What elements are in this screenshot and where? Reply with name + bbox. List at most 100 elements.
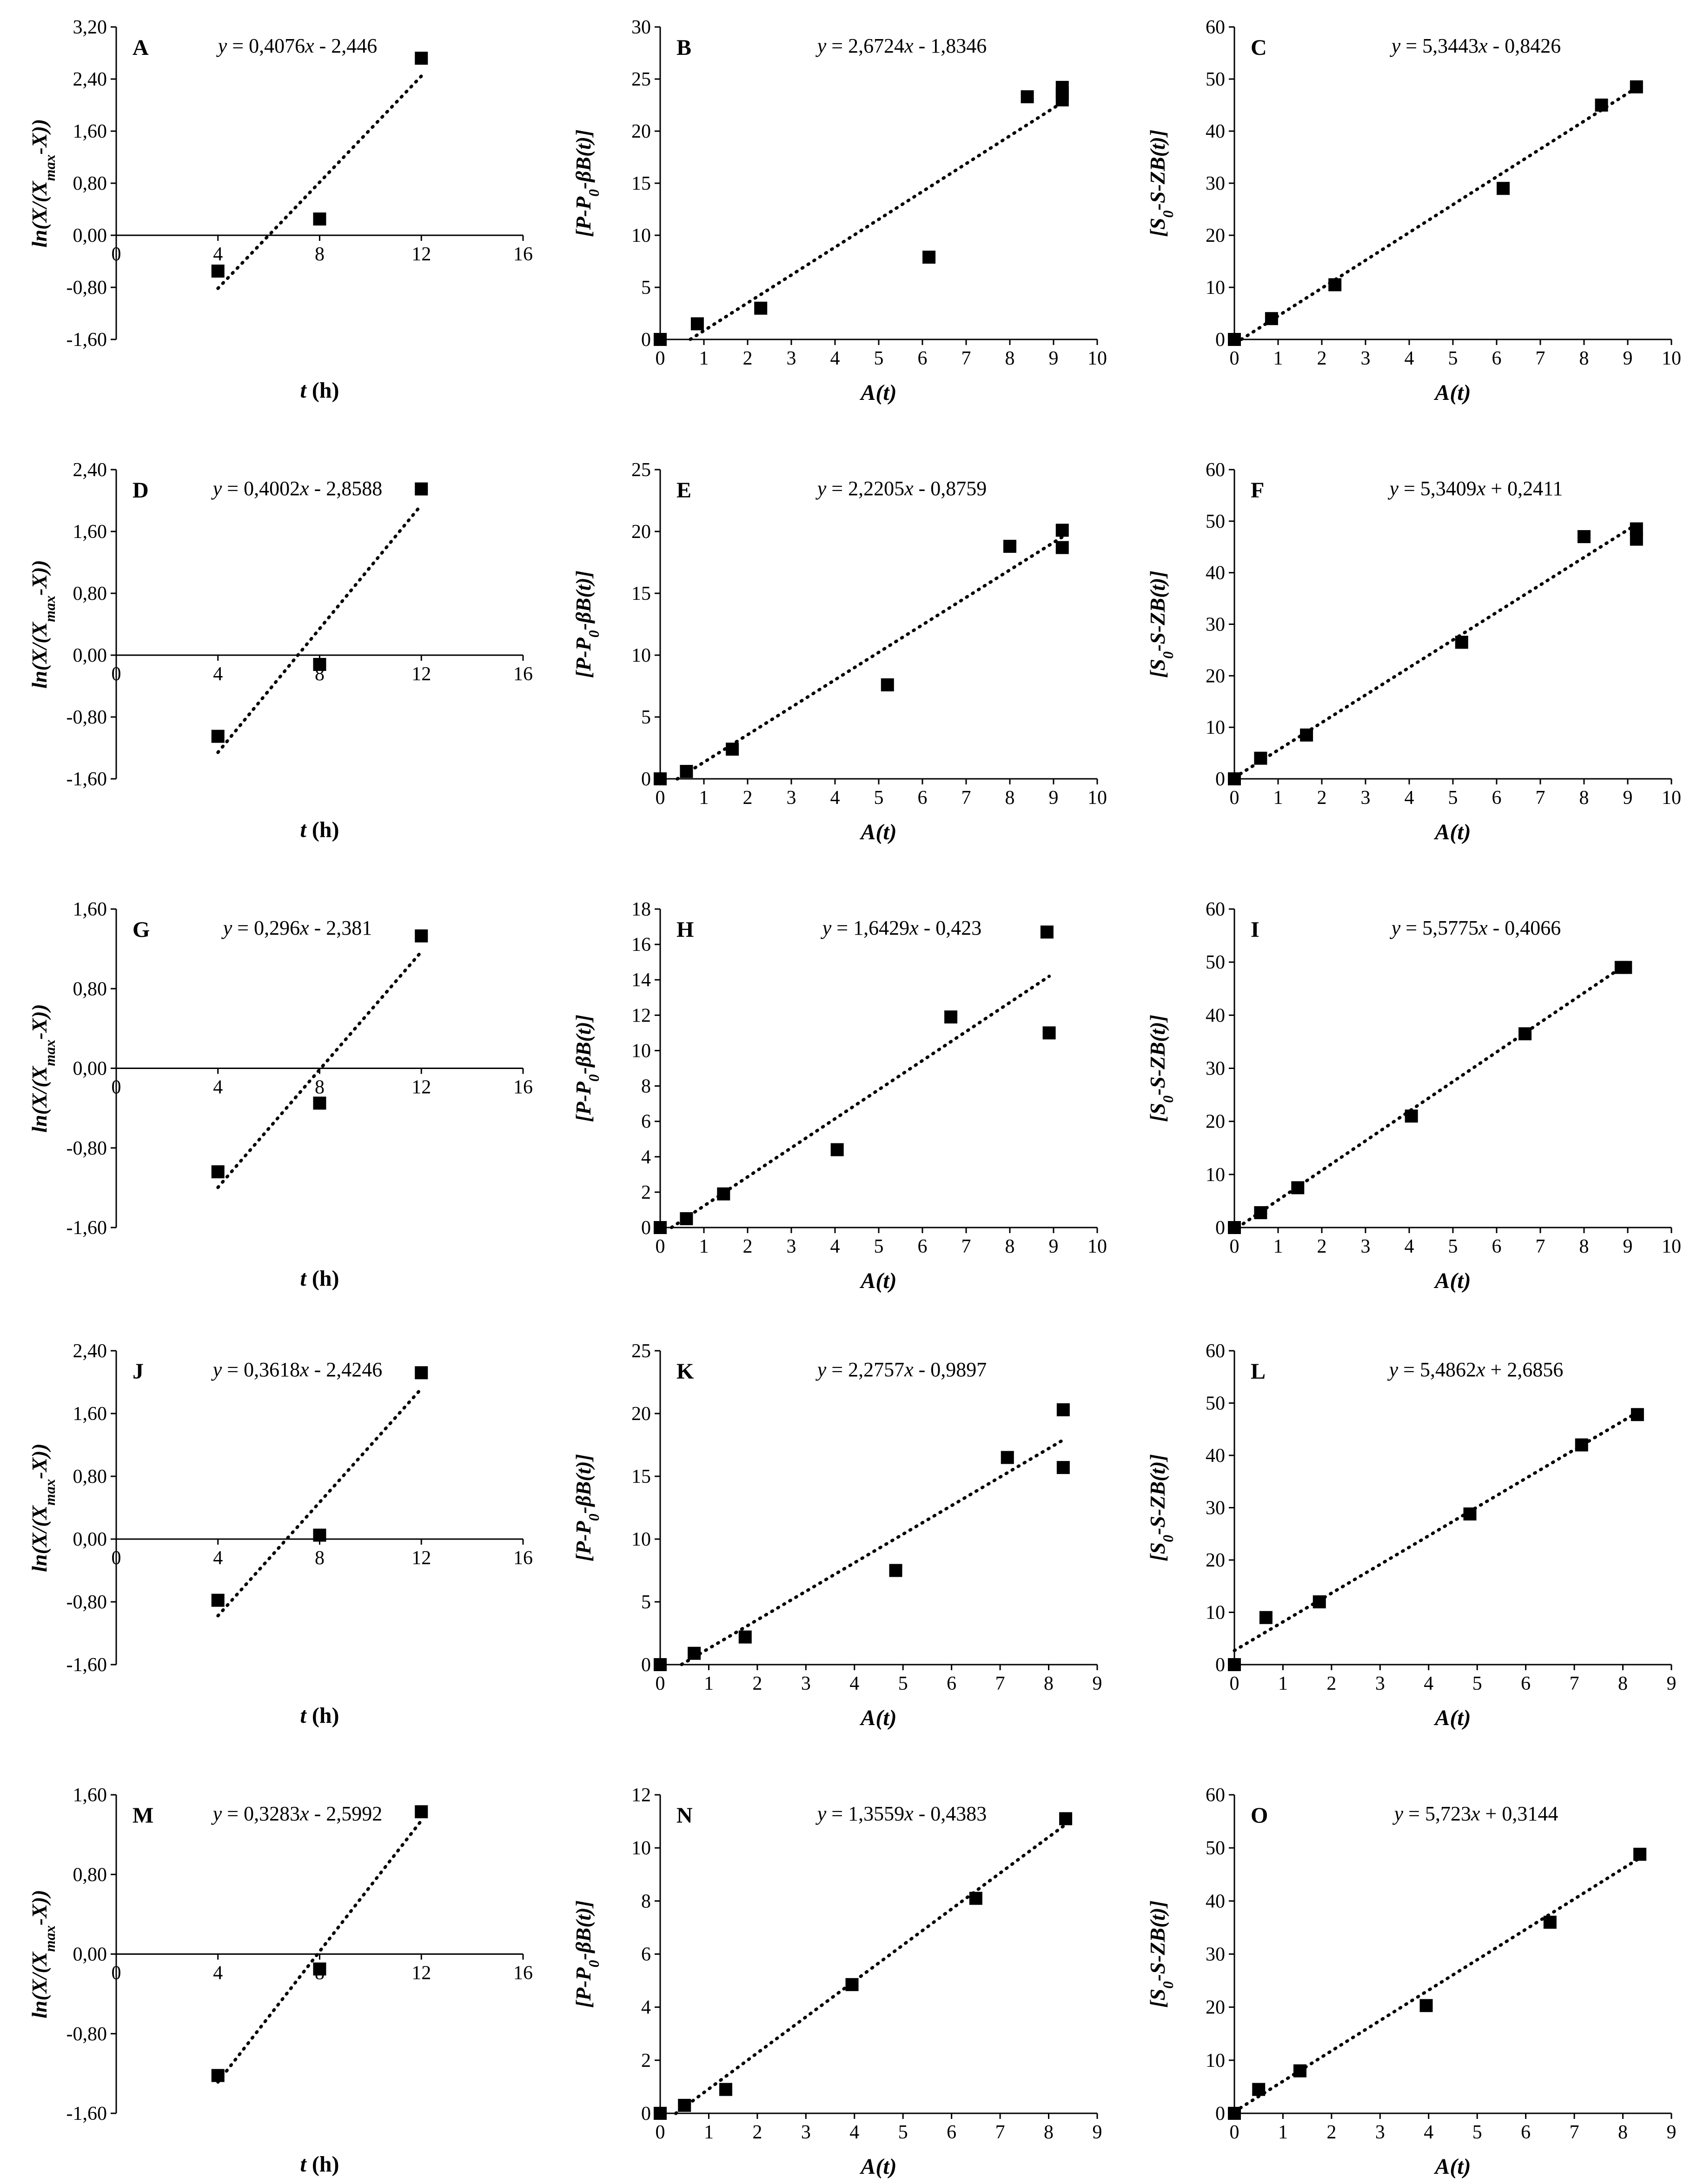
panel-letter: G	[133, 917, 150, 942]
y-tick-label: 10	[1206, 717, 1225, 738]
data-point	[1419, 1999, 1433, 2012]
data-point	[944, 1010, 958, 1024]
x-axis-title: t (h)	[300, 1703, 339, 1728]
data-point	[1056, 1461, 1070, 1474]
y-tick-label: 20	[1206, 665, 1225, 687]
y-tick-label: 60	[1206, 1785, 1225, 1806]
x-axis-title: A(t)	[859, 1268, 896, 1293]
x-tick-label: 10	[1662, 1236, 1681, 1257]
data-point	[1228, 1658, 1241, 1671]
trendline-equation: y = 2,2205x - 0,8759	[815, 477, 987, 500]
data-point	[845, 1978, 859, 1991]
x-tick-label: 5	[874, 1236, 884, 1257]
data-point	[881, 678, 894, 691]
y-tick-label: 5	[641, 707, 651, 728]
y-tick-label: 6	[641, 1944, 651, 1965]
data-point	[1228, 333, 1241, 346]
x-tick-label: 8	[315, 244, 325, 265]
x-tick-label: 7	[961, 348, 971, 369]
trendline	[1233, 1856, 1642, 2113]
y-tick-label: 15	[631, 1466, 651, 1487]
data-point	[1630, 80, 1643, 93]
x-tick-label: 4	[849, 1673, 859, 1694]
x-tick-label: 12	[411, 1077, 431, 1098]
data-point	[415, 52, 428, 65]
data-point	[1055, 524, 1069, 537]
data-point	[1254, 1206, 1267, 1220]
x-tick-label: 0	[656, 348, 665, 369]
x-tick-label: 9	[1049, 1236, 1059, 1257]
data-point	[1575, 1438, 1588, 1452]
y-tick-label: 20	[1206, 1550, 1225, 1571]
y-tick-label: 12	[631, 1005, 651, 1026]
data-point	[754, 301, 768, 315]
x-tick-label: 8	[315, 1077, 325, 1098]
x-tick-label: 12	[411, 1547, 431, 1569]
y-tick-label: 0,80	[73, 978, 107, 1000]
y-tick-label: 60	[1206, 459, 1225, 481]
y-tick-label: 50	[1206, 1393, 1225, 1414]
x-tick-label: 3	[787, 348, 796, 369]
trendline-equation: y = 1,3559x - 0,4383	[815, 1802, 987, 1825]
data-point	[726, 743, 739, 756]
trendline-equation: y = 0,3283x - 2,5992	[211, 1802, 383, 1825]
x-tick-label: 16	[513, 244, 533, 265]
x-tick-label: 6	[947, 2122, 956, 2143]
x-tick-label: 0	[1230, 348, 1240, 369]
x-axis-title: A(t)	[1433, 1706, 1471, 1730]
x-tick-label: 4	[830, 1236, 840, 1257]
y-tick-label: 20	[631, 1403, 651, 1425]
data-point	[313, 1962, 326, 1976]
x-tick-label: 10	[1087, 1236, 1107, 1257]
y-tick-label: 10	[1206, 277, 1225, 299]
panel-letter: M	[133, 1803, 153, 1828]
trendline	[216, 74, 423, 290]
trendline	[216, 503, 423, 754]
x-tick-label: 5	[898, 1673, 908, 1694]
y-tick-label: 10	[631, 1040, 651, 1062]
x-tick-label: 1	[1273, 1236, 1283, 1257]
panel-letter: D	[133, 478, 149, 503]
panel-g: 1,60 0,80 0,00 -0,80 -1,60 0 4 8 12 16 G y = 0,296x…	[27, 899, 533, 1291]
y-tick-label: 25	[631, 69, 651, 90]
trendline	[674, 1823, 1067, 2115]
y-tick-label: -1,60	[66, 329, 107, 351]
x-tick-label: 0	[1230, 1236, 1240, 1257]
y-axis-title: [P-P0-βB(t)]	[571, 1015, 602, 1122]
x-tick-label: 2	[743, 1236, 753, 1257]
trendline-equation: y = 2,6724x - 1,8346	[815, 34, 987, 57]
x-axis-title: A(t)	[859, 2154, 896, 2179]
y-axis-title: [S0-S-ZB(t)]	[1146, 1454, 1176, 1561]
x-tick-label: 4	[1424, 2122, 1433, 2143]
data-point	[1001, 1451, 1014, 1464]
y-tick-label: 30	[1206, 173, 1225, 194]
y-tick-label: -0,80	[66, 2024, 107, 2045]
x-tick-label: 7	[1570, 1673, 1579, 1694]
x-tick-label: 9	[1623, 348, 1633, 369]
trendline	[670, 975, 1051, 1229]
x-tick-label: 9	[1667, 2122, 1677, 2143]
y-tick-label: -0,80	[66, 277, 107, 299]
trendline	[1240, 86, 1638, 341]
x-tick-label: 3	[1361, 787, 1371, 809]
y-tick-label: 10	[631, 225, 651, 246]
trendline	[216, 950, 423, 1189]
y-tick-label: 20	[1206, 1997, 1225, 2018]
data-point	[1228, 772, 1241, 785]
y-axis-title: ln(X/(Xmax-X))	[27, 1004, 58, 1133]
x-tick-label: 4	[1405, 787, 1414, 809]
data-point	[1059, 1812, 1073, 1826]
x-tick-label: 8	[1618, 2122, 1628, 2143]
y-tick-label: 40	[1206, 1005, 1225, 1026]
data-point	[415, 1805, 428, 1819]
x-tick-label: 16	[513, 1963, 533, 1984]
trendline	[1233, 523, 1638, 779]
y-tick-label: 0	[1215, 1654, 1225, 1676]
x-tick-label: 6	[1492, 787, 1502, 809]
data-point	[1252, 2083, 1266, 2096]
y-tick-label: 12	[631, 1785, 651, 1806]
x-tick-label: 1	[1273, 348, 1283, 369]
data-point	[654, 772, 667, 785]
x-axis-title: t (h)	[300, 378, 339, 403]
data-point	[1619, 961, 1632, 974]
